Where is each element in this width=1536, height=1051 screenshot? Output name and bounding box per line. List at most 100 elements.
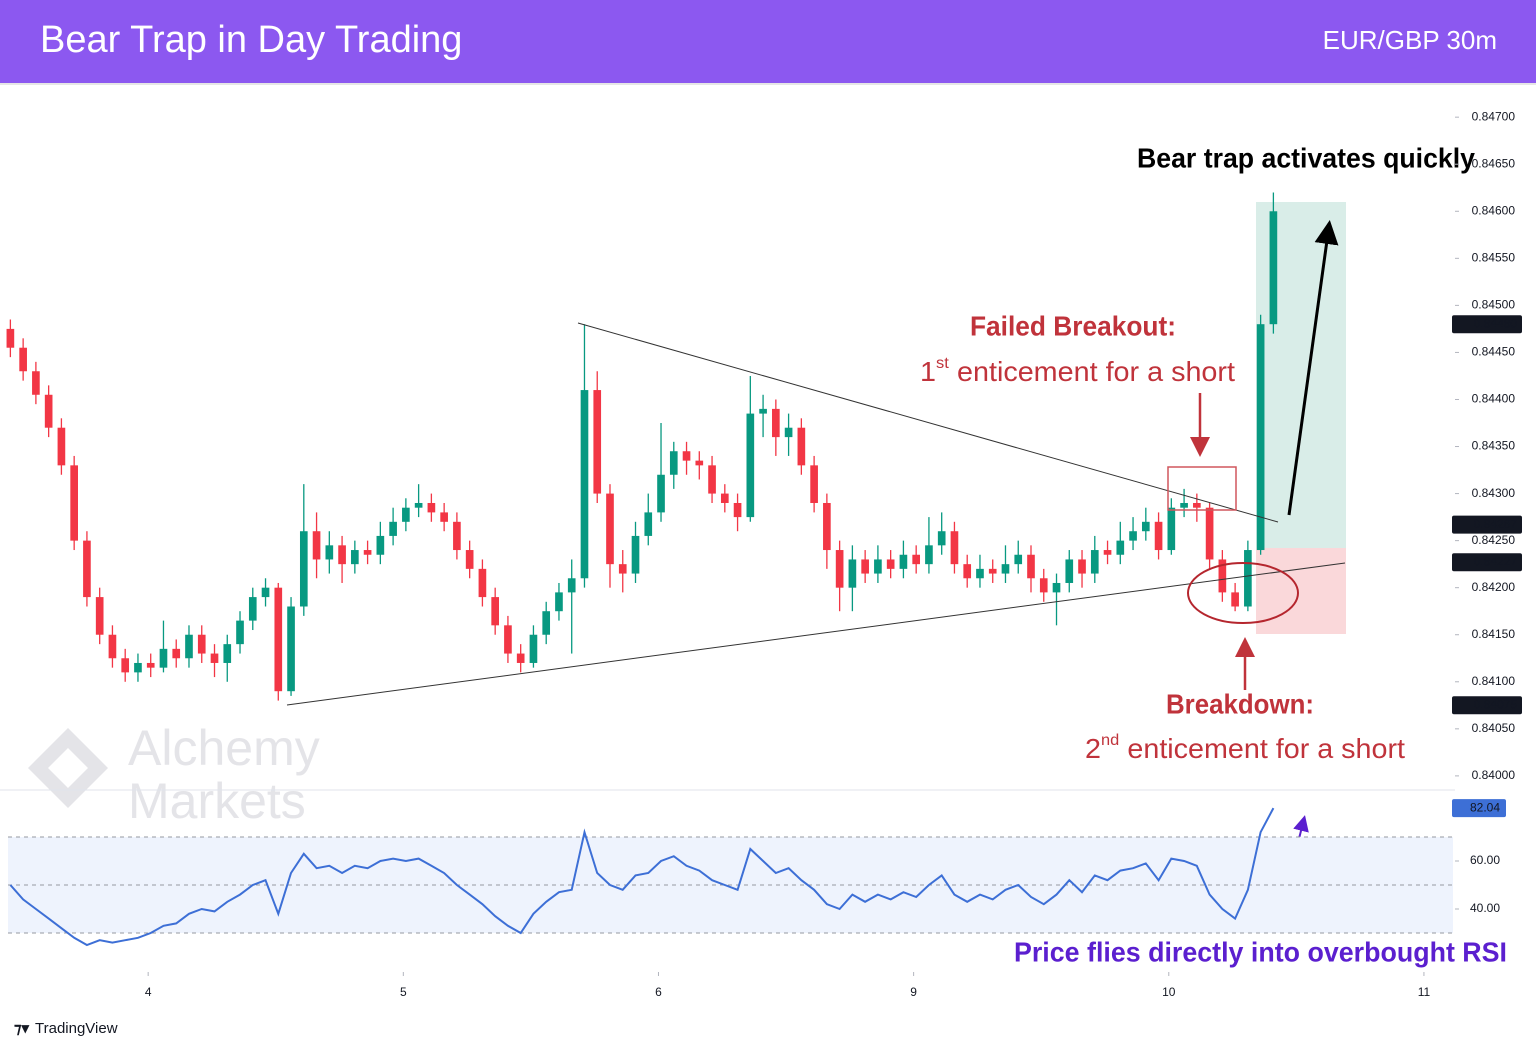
- candle-body: [210, 653, 219, 663]
- candle-body: [1103, 550, 1112, 555]
- rsi-tick-label: 60.00: [1470, 853, 1500, 867]
- candle-body: [606, 493, 614, 565]
- candle-body: [197, 634, 206, 654]
- candle-body: [312, 531, 321, 560]
- candle-body: [708, 465, 716, 494]
- annotation: Bear trap activates quickly: [1137, 142, 1475, 173]
- y-tick-label: 0.84450: [1472, 345, 1516, 359]
- candle-body: [1193, 502, 1201, 508]
- y-tick-label: 0.84350: [1472, 439, 1516, 453]
- candle-body: [1129, 531, 1137, 541]
- candle-body: [185, 634, 193, 659]
- profit-zone: [1256, 202, 1346, 548]
- loss-zone: [1256, 548, 1346, 634]
- candle-body: [810, 465, 818, 503]
- candle-body: [772, 408, 780, 438]
- candle-body: [950, 531, 959, 565]
- candle-body: [287, 606, 295, 692]
- candle-body: [1001, 564, 1010, 574]
- candle-body: [797, 427, 806, 466]
- x-tick-label: 9: [910, 985, 917, 999]
- candle-body: [1078, 559, 1086, 574]
- candle-body: [402, 507, 410, 522]
- candle-body: [988, 568, 997, 574]
- watermark-text: Markets: [128, 773, 306, 829]
- candle-body: [1065, 559, 1074, 583]
- candle-body: [925, 545, 933, 565]
- rsi-value-label: 82.04: [1470, 800, 1500, 814]
- candles: [6, 192, 1278, 701]
- candle-body: [835, 550, 844, 588]
- candle-body: [389, 521, 397, 536]
- title: Bear Trap in Day Trading: [40, 19, 462, 61]
- candle-body: [478, 568, 487, 598]
- footer: TradingView: [35, 1020, 118, 1037]
- breakdown-circle: [1187, 562, 1299, 624]
- candle-body: [70, 465, 78, 541]
- annotation-part: st: [936, 355, 949, 372]
- annotation-part: 1: [920, 356, 936, 387]
- price-label-box: [1452, 696, 1522, 715]
- trendline-upper: [577, 322, 1279, 523]
- candle-body: [95, 597, 104, 635]
- y-tick-label: 0.84300: [1472, 486, 1516, 500]
- y-tick-label: 0.84700: [1472, 109, 1516, 123]
- candle-body: [274, 587, 283, 692]
- candle-body: [720, 493, 729, 503]
- candle-body: [733, 502, 742, 518]
- annotation: 2nd enticement for a short: [1085, 732, 1405, 764]
- candle-body: [453, 521, 461, 551]
- price-label: 0.84227: [1474, 554, 1518, 568]
- candle-body: [1231, 592, 1239, 607]
- candle-body: [1039, 578, 1048, 593]
- candle-body: [861, 559, 869, 574]
- x-tick-label: 5: [400, 985, 407, 999]
- footer-logo: ⁊▾: [14, 1020, 29, 1037]
- candle-body: [19, 347, 27, 372]
- price-label: 0.84267: [1474, 517, 1518, 531]
- candle-body: [1167, 507, 1176, 551]
- candle-body: [1141, 521, 1150, 532]
- candle-body: [363, 550, 372, 555]
- watermark-logo: [28, 728, 108, 808]
- candle-body: [631, 535, 640, 574]
- trendline-lower: [286, 562, 1346, 706]
- candle-body: [57, 427, 66, 466]
- header-bar: [0, 0, 1536, 83]
- annotation: 1st enticement for a short: [920, 355, 1235, 387]
- candle-body: [874, 559, 882, 574]
- candle-body: [529, 634, 538, 663]
- candle-body: [1218, 559, 1227, 593]
- annotation: Price flies directly into overbought RSI: [1014, 936, 1507, 967]
- candle-body: [121, 658, 130, 673]
- candle-body: [657, 474, 665, 513]
- rsi-value-box: [1452, 799, 1506, 818]
- rsi-line: [9, 807, 1275, 947]
- candle-body: [172, 648, 181, 659]
- candle-body: [1116, 540, 1125, 555]
- candle-body: [83, 540, 91, 598]
- candle-body: [937, 531, 946, 546]
- annotation: Breakdown:: [1166, 688, 1314, 719]
- y-tick-label: 0.84550: [1472, 250, 1516, 264]
- candle-body: [440, 512, 448, 522]
- candle-body: [682, 451, 691, 461]
- candle-body: [567, 578, 576, 593]
- y-tick-label: 0.84200: [1472, 580, 1516, 594]
- candle-body: [555, 592, 563, 612]
- y-tick-label: 0.84150: [1472, 627, 1516, 641]
- candle-body: [516, 653, 525, 663]
- candle-body: [823, 502, 831, 551]
- candle-body: [108, 634, 117, 659]
- candle-body: [134, 662, 142, 673]
- y-tick-label: 0.84050: [1472, 721, 1516, 735]
- candle-body: [491, 597, 499, 626]
- candle-body: [6, 328, 15, 348]
- candle-body: [669, 451, 678, 475]
- candle-body: [1256, 324, 1265, 551]
- y-tick-label: 0.84100: [1472, 674, 1516, 688]
- x-tick-label: 4: [145, 985, 152, 999]
- watermark-text: Alchemy: [128, 720, 320, 776]
- y-tick-label: 0.84400: [1472, 392, 1516, 406]
- symbol: EUR/GBP 30m: [1323, 25, 1497, 55]
